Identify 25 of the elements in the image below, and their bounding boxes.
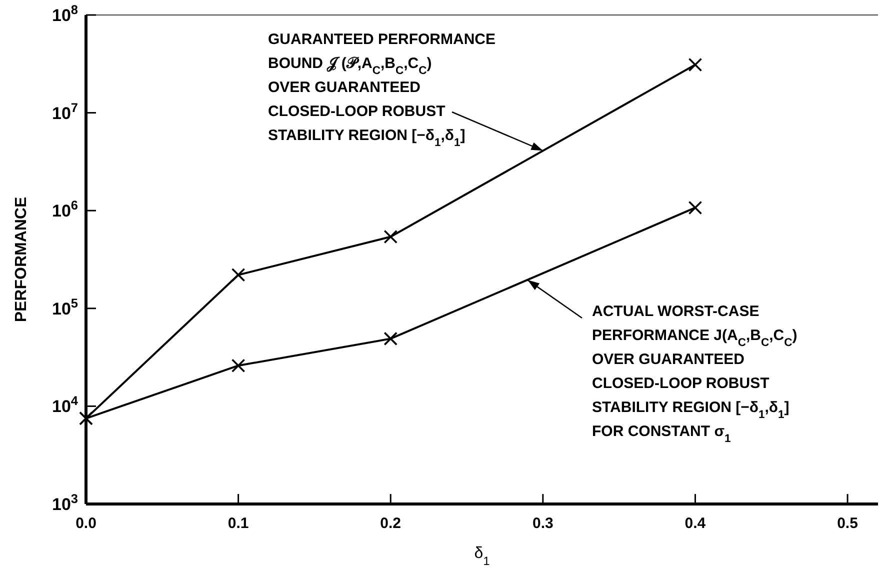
x-tick-label: 0.0 <box>76 515 96 532</box>
annotation: OVER GUARANTEED <box>592 351 745 368</box>
y-tick-label: 10$^{5}$ <box>52 294 78 318</box>
x-tick-label: 0.4 <box>684 515 706 532</box>
y-tick-label: 10$^{4}$ <box>52 392 79 416</box>
y-tick-label: 10$^{7}$ <box>52 99 78 123</box>
x-tick-label: 0.5 <box>837 515 858 532</box>
y-tick-label: 10$^{8}$ <box>52 1 78 25</box>
annotation: ACTUAL WORST-CASE <box>592 303 760 320</box>
annotation: FOR CONSTANT σ$_{1}$ <box>592 423 731 445</box>
y-tick-label: 10$^{3}$ <box>52 490 78 514</box>
annotation: STABILITY REGION [−δ$_{1}$,δ$_{1}$] <box>592 399 790 421</box>
y-tick-label: 10$^{6}$ <box>52 197 78 221</box>
annotation: CLOSED-LOOP ROBUST <box>268 103 446 120</box>
annotation: CLOSED-LOOP ROBUST <box>592 375 770 392</box>
y-axis-title: PERFORMANCE <box>13 196 30 322</box>
x-tick-label: 0.2 <box>380 515 402 532</box>
annotation: OVER GUARANTEED <box>268 79 421 96</box>
x-tick-label: 0.3 <box>532 515 554 532</box>
annotation: GUARANTEED PERFORMANCE <box>268 31 496 48</box>
annotation: STABILITY REGION [−δ$_{1}$,δ$_{1}$] <box>268 127 466 149</box>
annotation: PERFORMANCE J(A$_{C}$,B$_{C}$,C$_{C}$) <box>592 327 798 349</box>
x-tick-label: 0.1 <box>228 515 249 532</box>
x-axis-title: δ$_{1}$ <box>474 545 490 568</box>
annotation: BOUND 𝒥 (𝒫,A$_{C}$,B$_{C}$,C$_{C}$) <box>268 55 432 77</box>
